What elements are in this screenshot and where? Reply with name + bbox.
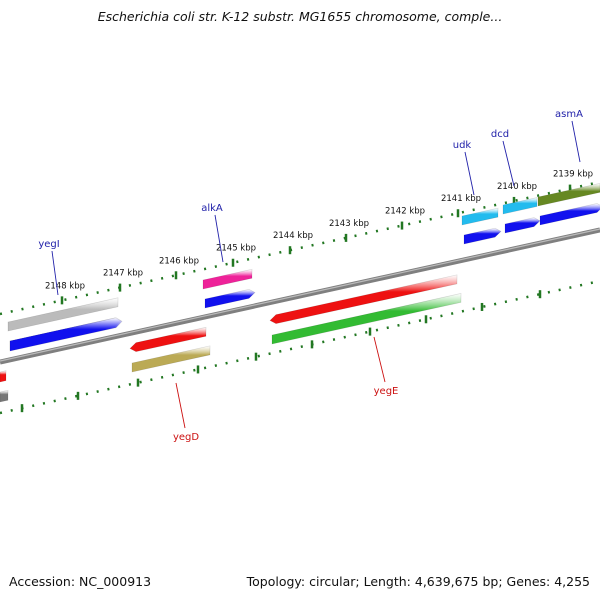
kbp-tick-label: 2147 kbp (103, 269, 143, 279)
lower-tick-track (0, 279, 600, 415)
cds-alkA[interactable] (204, 289, 256, 309)
gene-label-asmA[interactable]: asmA (555, 109, 583, 120)
gene-yegI[interactable] (7, 297, 119, 332)
cds-yegD[interactable] (131, 345, 211, 373)
gene-label-yegI[interactable]: yegI (38, 239, 59, 250)
gene-yegE[interactable] (269, 274, 458, 324)
gene-label-yegE[interactable]: yegE (374, 386, 399, 397)
cds-udk[interactable] (463, 227, 502, 245)
cds-dcd[interactable] (504, 217, 541, 234)
leader-line-udk (464, 151, 475, 196)
cds-yegI-extended[interactable] (9, 317, 123, 352)
kbp-tick-label: 2148 kbp (45, 281, 85, 291)
accession-label: Accession: NC_000913 (9, 574, 152, 589)
kbp-tick-label: 2141 kbp (441, 194, 481, 204)
gene-partial-left-gray[interactable] (0, 389, 9, 403)
gene-udk[interactable] (461, 207, 499, 226)
gene-label-alkA[interactable]: alkA (201, 203, 223, 214)
gene-label-dcd[interactable]: dcd (491, 129, 509, 140)
gene-label-yegD[interactable]: yegD (173, 432, 199, 443)
leader-line-yegI (51, 250, 59, 296)
map-title: Escherichia coli str. K-12 substr. MG165… (97, 9, 503, 24)
gene-asmA[interactable] (537, 183, 600, 207)
gene-alkA[interactable] (202, 268, 253, 290)
leader-line-yegE (373, 336, 386, 383)
cds-yegE[interactable] (271, 293, 462, 345)
kbp-tick-label: 2146 kbp (159, 256, 199, 266)
kbp-tick-label: 2145 kbp (216, 244, 256, 254)
leader-line-yegD (175, 382, 186, 429)
gene-yegD[interactable] (129, 326, 207, 352)
leader-line-dcd (502, 140, 515, 187)
kbp-tick-label: 2140 kbp (497, 182, 537, 192)
kbp-tick-label: 2144 kbp (273, 231, 313, 241)
cds-asmA[interactable] (539, 203, 600, 226)
leader-line-alkA (214, 214, 224, 263)
kbp-tick-label: 2143 kbp (329, 219, 369, 229)
chromosome-backbone[interactable] (0, 227, 600, 365)
kbp-tick-label: 2142 kbp (385, 207, 425, 217)
kbp-tick-label: 2139 kbp (553, 170, 593, 180)
gene-label-udk[interactable]: udk (453, 140, 472, 151)
gene-dcd[interactable] (502, 197, 538, 215)
leader-line-asmA (571, 120, 581, 163)
genome-summary: Topology: circular; Length: 4,639,675 bp… (246, 574, 590, 589)
chromosome-backbone-highlight (0, 228, 600, 362)
gene-partial-left-red[interactable] (0, 370, 7, 383)
